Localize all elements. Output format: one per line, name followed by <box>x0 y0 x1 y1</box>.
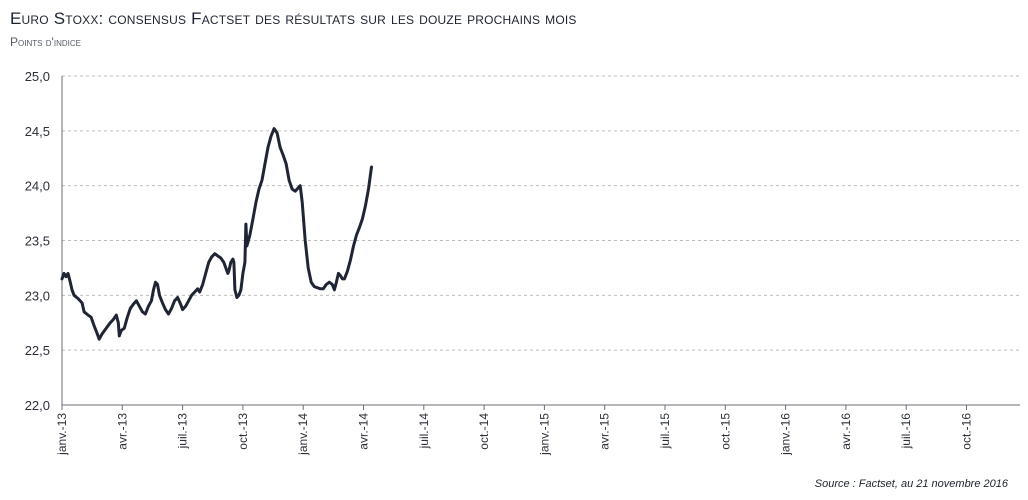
y-tick-label: 23,0 <box>25 288 50 303</box>
source-note: Source : Factset, au 21 novembre 2016 <box>814 478 1008 490</box>
y-tick-label: 25,0 <box>25 69 50 84</box>
x-tick-label: oct.-16 <box>960 413 974 450</box>
x-tick-label: janv.-14 <box>296 413 310 456</box>
y-tick-label: 23,5 <box>25 234 50 249</box>
x-tick-label: avr.-13 <box>115 413 129 450</box>
x-tick-label: janv.-15 <box>537 413 551 456</box>
x-tick-label: juil.-13 <box>176 413 190 450</box>
x-tick-label: avr.-14 <box>357 413 371 450</box>
y-tick-label: 24,0 <box>25 179 50 194</box>
x-tick-label: janv.-13 <box>55 413 69 456</box>
x-axis-ticks: janv.-13 avr.-13 juil.-13 oct.-13 janv.-14 av… <box>55 405 974 456</box>
x-tick-label: juil.-16 <box>899 413 913 450</box>
y-tick-label: 22,5 <box>25 343 50 358</box>
x-tick-label: juil.-14 <box>417 413 431 450</box>
y-tick-label: 22,0 <box>25 398 50 413</box>
x-tick-label: oct.-15 <box>718 413 732 450</box>
x-tick-label: oct.-13 <box>236 413 250 450</box>
x-tick-label: avr.-16 <box>839 413 853 450</box>
chart-subtitle: Points d'indice <box>10 35 81 49</box>
x-tick-label: janv.-16 <box>779 413 793 456</box>
y-tick-label: 24,5 <box>25 124 50 139</box>
x-tick-label: avr.-15 <box>598 413 612 450</box>
gridlines <box>61 75 1020 406</box>
x-tick-label: juil.-15 <box>658 413 672 450</box>
x-tick-label: oct.-14 <box>477 413 491 450</box>
series-layer <box>60 127 373 341</box>
y-axis-ticks: 25,0 24,5 24,0 23,5 23,0 22,5 22,0 <box>25 69 50 413</box>
series-line <box>60 127 373 341</box>
chart-title: Euro Stoxx: consensus Factset des résult… <box>10 9 577 28</box>
